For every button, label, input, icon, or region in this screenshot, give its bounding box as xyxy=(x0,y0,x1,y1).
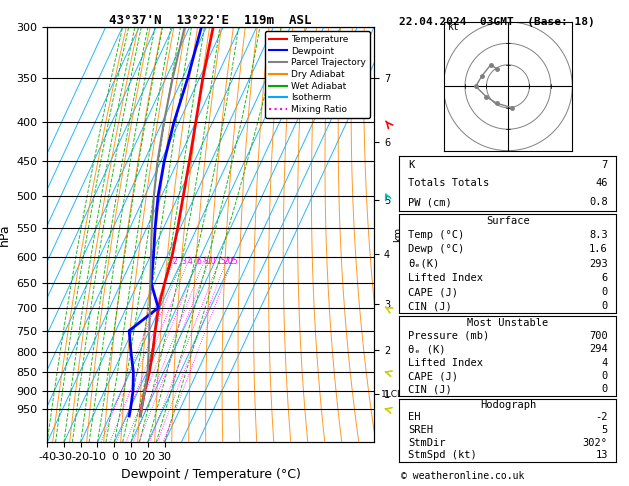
Text: CAPE (J): CAPE (J) xyxy=(408,371,458,381)
Text: 20: 20 xyxy=(223,257,233,266)
Text: StmSpd (kt): StmSpd (kt) xyxy=(408,451,477,460)
Text: 8: 8 xyxy=(203,257,208,266)
Text: Temp (°C): Temp (°C) xyxy=(408,230,464,240)
Text: K: K xyxy=(408,160,415,170)
Text: Surface: Surface xyxy=(486,216,530,226)
Text: 46: 46 xyxy=(595,178,608,189)
Text: 0: 0 xyxy=(601,301,608,312)
Text: 2: 2 xyxy=(173,257,178,266)
Text: 15: 15 xyxy=(216,257,226,266)
Text: 1LCL: 1LCL xyxy=(381,390,403,399)
Y-axis label: km
ASL: km ASL xyxy=(393,226,415,243)
Text: 8.3: 8.3 xyxy=(589,230,608,240)
Text: 3: 3 xyxy=(181,257,186,266)
Y-axis label: hPa: hPa xyxy=(0,223,11,246)
Text: 294: 294 xyxy=(589,344,608,354)
Text: SREH: SREH xyxy=(408,425,433,435)
Text: 302°: 302° xyxy=(582,438,608,448)
Text: EH: EH xyxy=(408,413,421,422)
Text: PW (cm): PW (cm) xyxy=(408,197,452,207)
Text: Mixing Ratio (g/kg): Mixing Ratio (g/kg) xyxy=(412,215,421,295)
Text: -2: -2 xyxy=(595,413,608,422)
Text: 22.04.2024  03GMT  (Base: 18): 22.04.2024 03GMT (Base: 18) xyxy=(399,17,595,27)
Text: CAPE (J): CAPE (J) xyxy=(408,287,458,297)
Text: 4: 4 xyxy=(187,257,192,266)
Text: 6: 6 xyxy=(601,273,608,283)
Text: CIN (J): CIN (J) xyxy=(408,301,452,312)
Text: Totals Totals: Totals Totals xyxy=(408,178,489,189)
Text: 25: 25 xyxy=(229,257,238,266)
Text: 6: 6 xyxy=(196,257,201,266)
Title: 43°37'N  13°22'E  119m  ASL: 43°37'N 13°22'E 119m ASL xyxy=(109,14,312,27)
Text: 293: 293 xyxy=(589,259,608,269)
Text: 10: 10 xyxy=(206,257,216,266)
Text: 0: 0 xyxy=(601,287,608,297)
Text: StmDir: StmDir xyxy=(408,438,445,448)
Text: θₑ(K): θₑ(K) xyxy=(408,259,439,269)
Text: Hodograph: Hodograph xyxy=(480,400,536,410)
Text: CIN (J): CIN (J) xyxy=(408,384,452,395)
Text: θₑ (K): θₑ (K) xyxy=(408,344,445,354)
Text: © weatheronline.co.uk: © weatheronline.co.uk xyxy=(401,471,524,481)
X-axis label: Dewpoint / Temperature (°C): Dewpoint / Temperature (°C) xyxy=(121,468,301,481)
Text: 700: 700 xyxy=(589,331,608,341)
Text: Pressure (mb): Pressure (mb) xyxy=(408,331,489,341)
Text: Lifted Index: Lifted Index xyxy=(408,273,483,283)
Text: 7: 7 xyxy=(601,160,608,170)
Text: 0: 0 xyxy=(601,371,608,381)
Text: 0.8: 0.8 xyxy=(589,197,608,207)
Text: Dewp (°C): Dewp (°C) xyxy=(408,244,464,255)
Text: 4: 4 xyxy=(601,358,608,368)
Text: 13: 13 xyxy=(595,451,608,460)
Legend: Temperature, Dewpoint, Parcel Trajectory, Dry Adiabat, Wet Adiabat, Isotherm, Mi: Temperature, Dewpoint, Parcel Trajectory… xyxy=(265,31,370,118)
Text: Most Unstable: Most Unstable xyxy=(467,317,548,328)
Text: 1.6: 1.6 xyxy=(589,244,608,255)
Text: 0: 0 xyxy=(601,384,608,395)
Text: kt: kt xyxy=(448,22,460,33)
Text: Lifted Index: Lifted Index xyxy=(408,358,483,368)
Text: 5: 5 xyxy=(601,425,608,435)
